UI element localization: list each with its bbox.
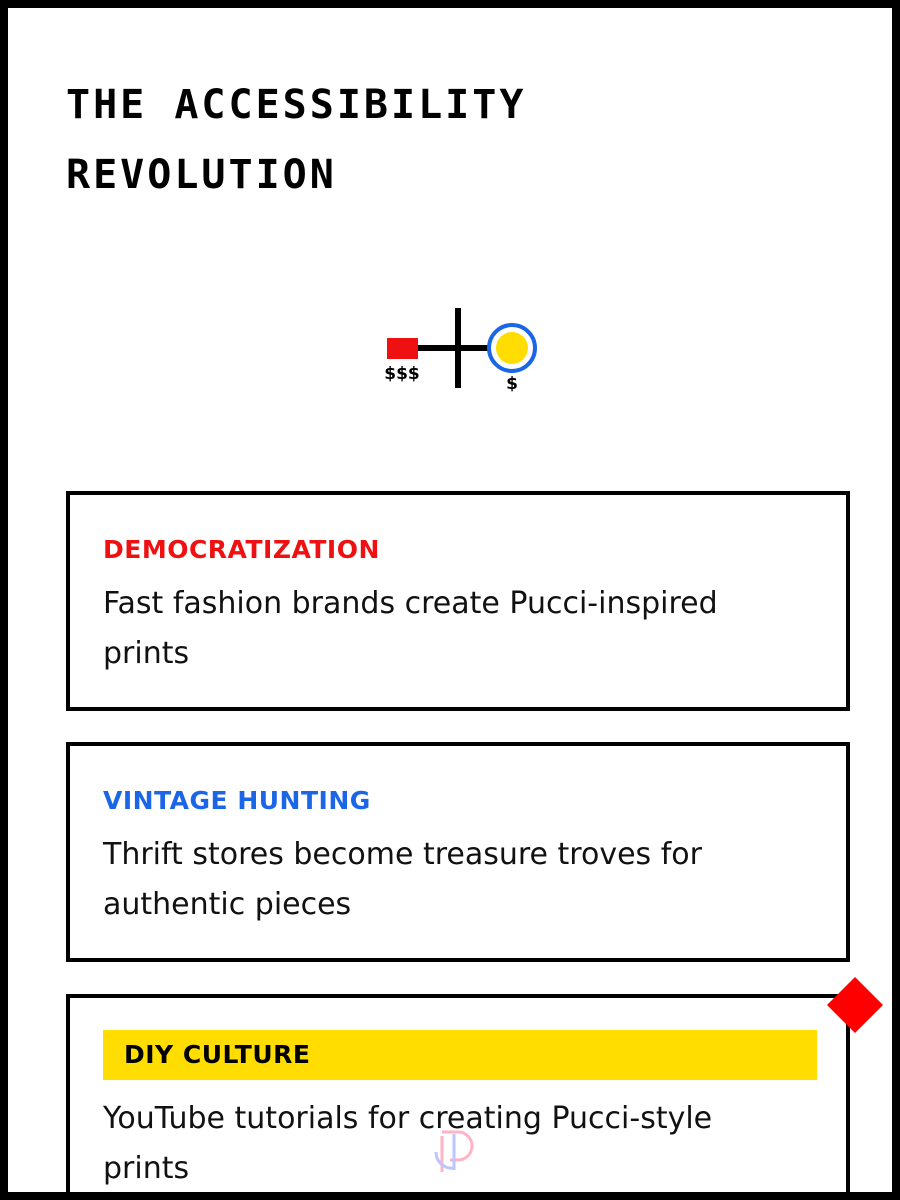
- logo-watermark-icon: [434, 1130, 474, 1172]
- expensive-square-icon: [387, 338, 418, 359]
- affordable-label: $: [506, 374, 518, 394]
- card-vintage-hunting: VINTAGE HUNTING Thrift stores become tre…: [66, 742, 850, 962]
- card-label: DIY CULTURE: [124, 1040, 311, 1069]
- card-label-band: DIY CULTURE: [103, 1030, 817, 1080]
- card-text: Thrift stores become treasure troves for…: [103, 837, 702, 922]
- red-diamond-icon: [827, 977, 883, 1033]
- expensive-label: $$$: [384, 364, 420, 384]
- card-label: VINTAGE HUNTING: [103, 786, 371, 815]
- affordable-dot-icon: [496, 332, 528, 364]
- page-title: The Accessibility Revolution: [66, 82, 527, 198]
- price-scale-graphic: $$$ $: [384, 308, 537, 394]
- card-text: YouTube tutorials for creating Pucci-sty…: [103, 1101, 713, 1186]
- card-democratization: DEMOCRATIZATION Fast fashion brands crea…: [66, 491, 850, 711]
- card-text: Fast fashion brands create Pucci-inspire…: [103, 586, 718, 671]
- card-label: DEMOCRATIZATION: [103, 535, 380, 564]
- card-diy-culture: DIY CULTURE YouTube tutorials for creati…: [66, 994, 850, 1192]
